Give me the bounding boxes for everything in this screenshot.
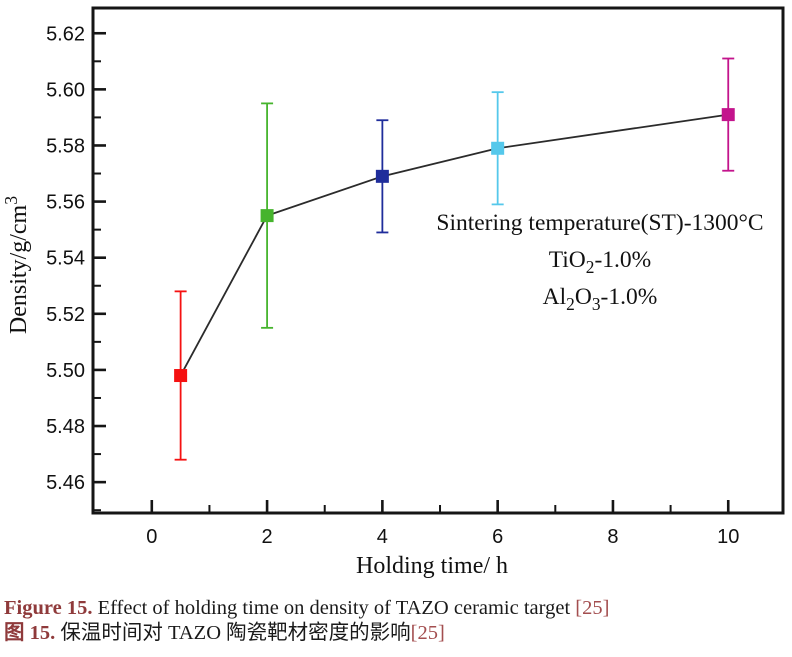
caption-en-label: Figure 15. [4, 597, 93, 619]
x-tick-label: 8 [607, 526, 618, 548]
data-point-marker [174, 369, 188, 383]
x-tick-label: 2 [262, 526, 273, 548]
data-point-marker [721, 108, 735, 122]
y-tick-label: 5.60 [46, 79, 85, 101]
y-axis-title: Density/g/cm3 [1, 196, 32, 334]
y-tick-label: 5.56 [46, 192, 85, 214]
annotation-line: Sintering temperature(ST)-1300°C [436, 210, 763, 236]
y-tick-label: 5.58 [46, 135, 85, 157]
x-tick-label: 10 [717, 526, 739, 548]
axis-ticks [94, 31, 730, 512]
data-point-marker [260, 209, 274, 223]
y-tick-label: 5.48 [46, 416, 85, 438]
annotation-line: TiO2-1.0% [549, 247, 652, 277]
caption-zh-citation-link[interactable]: [25] [410, 622, 445, 644]
caption-zh-text: 保温时间对 TAZO 陶瓷靶材密度的影响 [55, 622, 411, 644]
density-chart: 0 2 4 6 8 10 5.46 5.48 5.50 5.52 5.54 5.56 5.58 5.60 5… [1, 6, 785, 579]
annotation: Sintering temperature(ST)-1300°C TiO2-1.0… [436, 210, 763, 314]
annotation-line: Al2O3-1.0% [543, 284, 658, 314]
caption-chinese: 图 15. 保温时间对 TAZO 陶瓷靶材密度的影响[25] [4, 621, 784, 646]
caption-zh-label: 图 15. [4, 622, 56, 644]
x-tick-label: 6 [492, 526, 503, 548]
x-axis-title: Holding time/ h [356, 553, 508, 579]
y-tick-label: 5.50 [46, 360, 85, 382]
plot-area-border [91, 6, 785, 515]
y-tick-label: 5.62 [46, 23, 85, 45]
x-tick-label: 4 [377, 526, 388, 548]
series-line [179, 113, 729, 376]
x-tick-label: 0 [146, 526, 157, 548]
data-point-marker [491, 141, 505, 155]
caption-english: Figure 15. Effect of holding time on den… [4, 596, 784, 621]
tick-labels: 0 2 4 6 8 10 5.46 5.48 5.50 5.52 5.54 5.56 5.58 5.60 5… [46, 23, 739, 548]
figure-caption: Figure 15. Effect of holding time on den… [4, 596, 784, 646]
y-tick-label: 5.52 [46, 304, 85, 326]
data-point-marker [375, 169, 389, 183]
y-tick-label: 5.46 [46, 472, 85, 494]
y-tick-label: 5.54 [46, 248, 85, 270]
caption-en-text: Effect of holding time on density of TAZ… [92, 597, 576, 619]
caption-en-citation-link[interactable]: [25] [575, 597, 610, 619]
data-series [174, 57, 735, 461]
